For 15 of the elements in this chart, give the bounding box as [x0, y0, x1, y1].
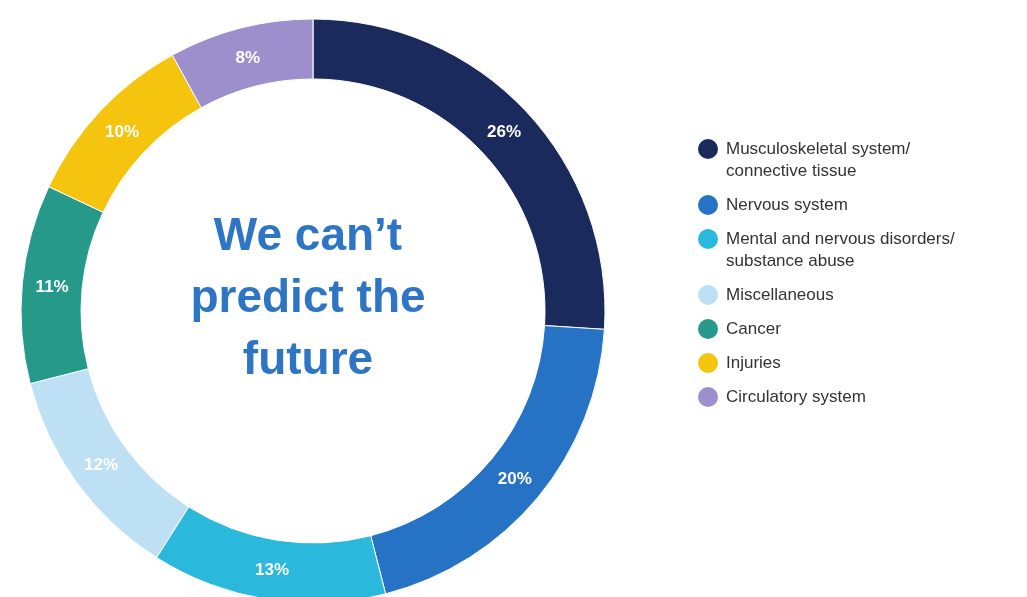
data-label: 20% — [497, 468, 532, 488]
data-label: 12% — [84, 455, 119, 475]
data-label: 26% — [486, 122, 522, 142]
legend-label: Nervous system — [726, 194, 848, 216]
legend-label: Circulatory system — [726, 386, 866, 408]
data-label: 13% — [255, 560, 290, 580]
data-label: 11% — [35, 276, 69, 296]
text: We can’t predict the future — [189, 207, 427, 386]
legend-label: Cancer — [726, 318, 781, 340]
legend-label: Miscellaneous — [726, 284, 834, 306]
legend-label: Musculoskeletal system/ connective tissue — [726, 138, 912, 182]
data-label: 8% — [235, 47, 261, 67]
data-label: 10% — [104, 122, 140, 142]
legend-label: Mental and nervous disorders/ substance abuse — [726, 228, 956, 272]
legend-label: Injuries — [726, 352, 781, 374]
